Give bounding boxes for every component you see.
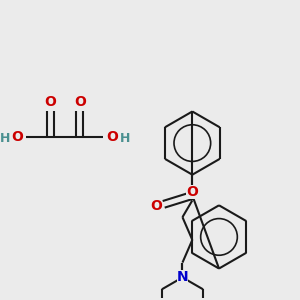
Text: O: O [12, 130, 23, 144]
Text: N: N [177, 270, 188, 284]
Text: H: H [0, 132, 10, 145]
Text: O: O [44, 94, 56, 109]
Text: O: O [150, 199, 162, 213]
Text: O: O [74, 94, 86, 109]
Text: H: H [120, 132, 130, 145]
Text: O: O [106, 130, 118, 144]
Text: O: O [186, 185, 198, 200]
